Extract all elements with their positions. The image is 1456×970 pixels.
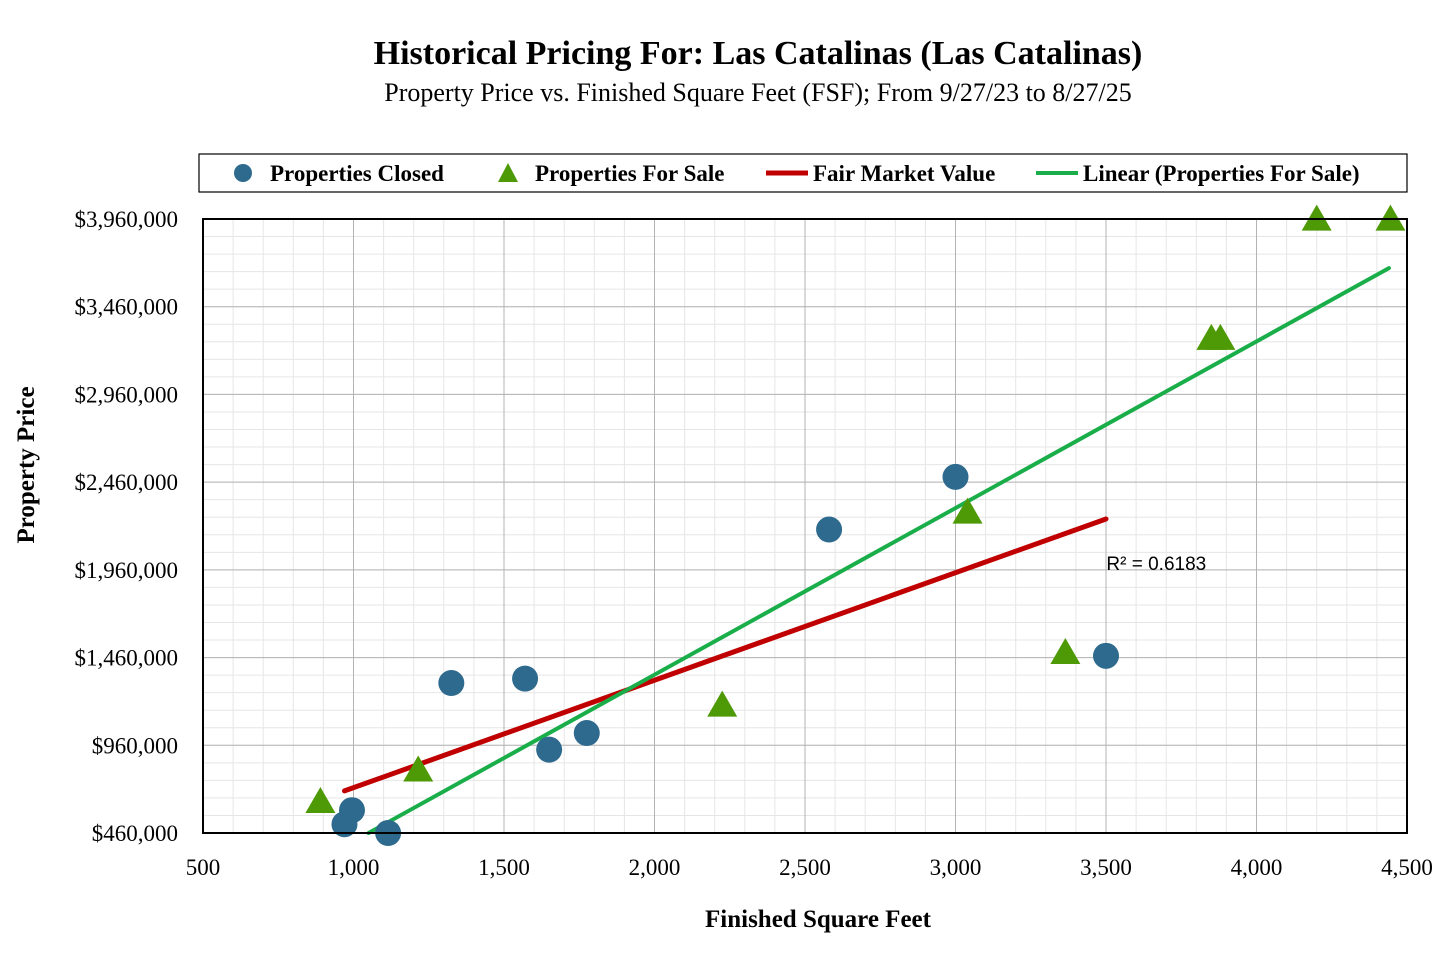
point-properties-for-sale [707, 690, 738, 717]
r-squared-annotation: R² = 0.6183 [1106, 554, 1206, 575]
y-tick-label: $3,460,000 [75, 295, 179, 320]
point-properties-closed [438, 670, 465, 697]
x-tick-label: 2,500 [779, 855, 831, 880]
chart-title: Historical Pricing For: Las Catalinas (L… [374, 35, 1143, 72]
linear-trend-line [366, 266, 1391, 835]
point-properties-for-sale [1050, 637, 1081, 664]
fair-market-value-line [341, 516, 1109, 794]
x-tick-label: 1,500 [478, 855, 530, 880]
point-properties-for-sale [1375, 204, 1406, 231]
point-properties-for-sale [1205, 323, 1236, 350]
legend-label-fair-market-value: Fair Market Value [813, 161, 995, 186]
point-properties-closed [338, 797, 365, 824]
x-tick-label: 2,000 [629, 855, 681, 880]
point-properties-closed [512, 665, 539, 692]
legend-marker-properties-closed [234, 164, 252, 182]
y-tick-label: $1,960,000 [75, 558, 179, 583]
x-tick-label: 3,000 [930, 855, 982, 880]
point-properties-for-sale [952, 497, 983, 524]
point-properties-for-sale [403, 755, 434, 782]
point-properties-closed [573, 720, 600, 747]
trend-lines [341, 266, 1391, 835]
legend-label-linear-for-sale: Linear (Properties For Sale) [1083, 161, 1360, 186]
legend-marker-properties-for-sale [498, 163, 518, 182]
legend-label-properties-closed: Properties Closed [270, 161, 444, 186]
point-properties-closed [536, 736, 563, 763]
y-tick-label: $2,460,000 [75, 470, 179, 495]
x-tick-label: 1,000 [328, 855, 380, 880]
chart-subtitle: Property Price vs. Finished Square Feet … [384, 78, 1132, 107]
y-axis-tick-labels: $460,000 $960,000 $1,460,000 $1,960,000 $2,4… [75, 207, 179, 846]
data-points [305, 204, 1406, 846]
y-tick-label: $960,000 [92, 733, 178, 758]
y-tick-label: $1,460,000 [75, 646, 179, 671]
x-axis-tick-labels: 500 1,000 1,500 2,000 2,500 3,000 3,500 4,000 4,… [186, 855, 1433, 880]
x-tick-label: 4,500 [1381, 855, 1433, 880]
point-properties-closed [816, 516, 843, 543]
point-properties-for-sale [1301, 204, 1332, 231]
x-tick-label: 3,500 [1080, 855, 1132, 880]
y-tick-label: $3,960,000 [75, 207, 179, 232]
y-tick-label: $2,960,000 [75, 382, 179, 407]
legend: Properties Closed Properties For Sale Fa… [198, 153, 1408, 193]
point-properties-closed [942, 463, 969, 490]
point-properties-closed [1093, 642, 1119, 669]
x-tick-label: 500 [186, 855, 221, 880]
plot-area-border [202, 218, 1408, 834]
x-tick-label: 4,000 [1231, 855, 1283, 880]
y-axis-title: Property Price [13, 386, 40, 543]
x-axis-title: Finished Square Feet [705, 906, 932, 933]
legend-label-properties-for-sale: Properties For Sale [535, 161, 725, 186]
y-tick-label: $460,000 [92, 821, 178, 846]
point-properties-for-sale [305, 787, 336, 814]
